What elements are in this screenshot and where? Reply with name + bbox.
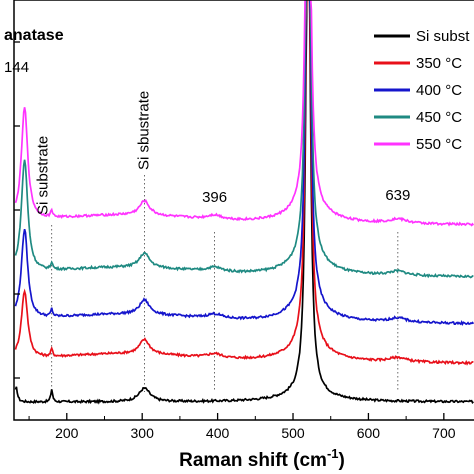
annotation-si-substrate-180: Si substrate [35, 136, 52, 215]
x-tick-label: 700 [432, 425, 456, 441]
x-tick-label: 600 [357, 425, 381, 441]
series-line-3 [14, 0, 474, 279]
annotation-peak-396: 396 [202, 189, 227, 206]
annotation-si-substrate-303: Si sbustrate [135, 91, 152, 170]
legend-label-4: 550 °C [416, 136, 462, 153]
x-axis-title-main: Raman shift (cm [179, 450, 327, 471]
annotation-peak-144: 144 [4, 59, 29, 76]
series-line-0 [14, 0, 474, 405]
series-line-2 [14, 0, 474, 327]
y-axis-ticks [14, 41, 20, 379]
annotations: anatase 144 Si substrate Si sbustrate 396 639 [4, 27, 410, 215]
legend-label-1: 350 °C [416, 55, 462, 72]
x-tick-label: 400 [206, 425, 230, 441]
x-tick-label: 200 [55, 425, 79, 441]
legend: Si subst 350 °C 400 °C 450 °C 550 °C [366, 14, 474, 166]
annotation-anatase: anatase [4, 27, 64, 44]
x-tick-label: 300 [131, 425, 155, 441]
x-axis-title: Raman shift (cm-1) [179, 446, 345, 471]
x-axis-title-close: ) [339, 450, 345, 471]
x-axis-ticks: 200 300 400 500 600 700 [28, 413, 456, 441]
series-line-4 [14, 0, 474, 227]
series-group [14, 0, 474, 405]
annotation-peak-639: 639 [385, 187, 410, 204]
legend-label-3: 450 °C [416, 109, 462, 126]
x-tick-label: 500 [281, 425, 305, 441]
legend-label-2: 400 °C [416, 82, 462, 99]
series-line-1 [14, 0, 474, 366]
legend-label-0: Si subst [416, 28, 470, 45]
reference-lines [51, 175, 399, 392]
x-axis-title-sup: -1 [327, 446, 339, 461]
